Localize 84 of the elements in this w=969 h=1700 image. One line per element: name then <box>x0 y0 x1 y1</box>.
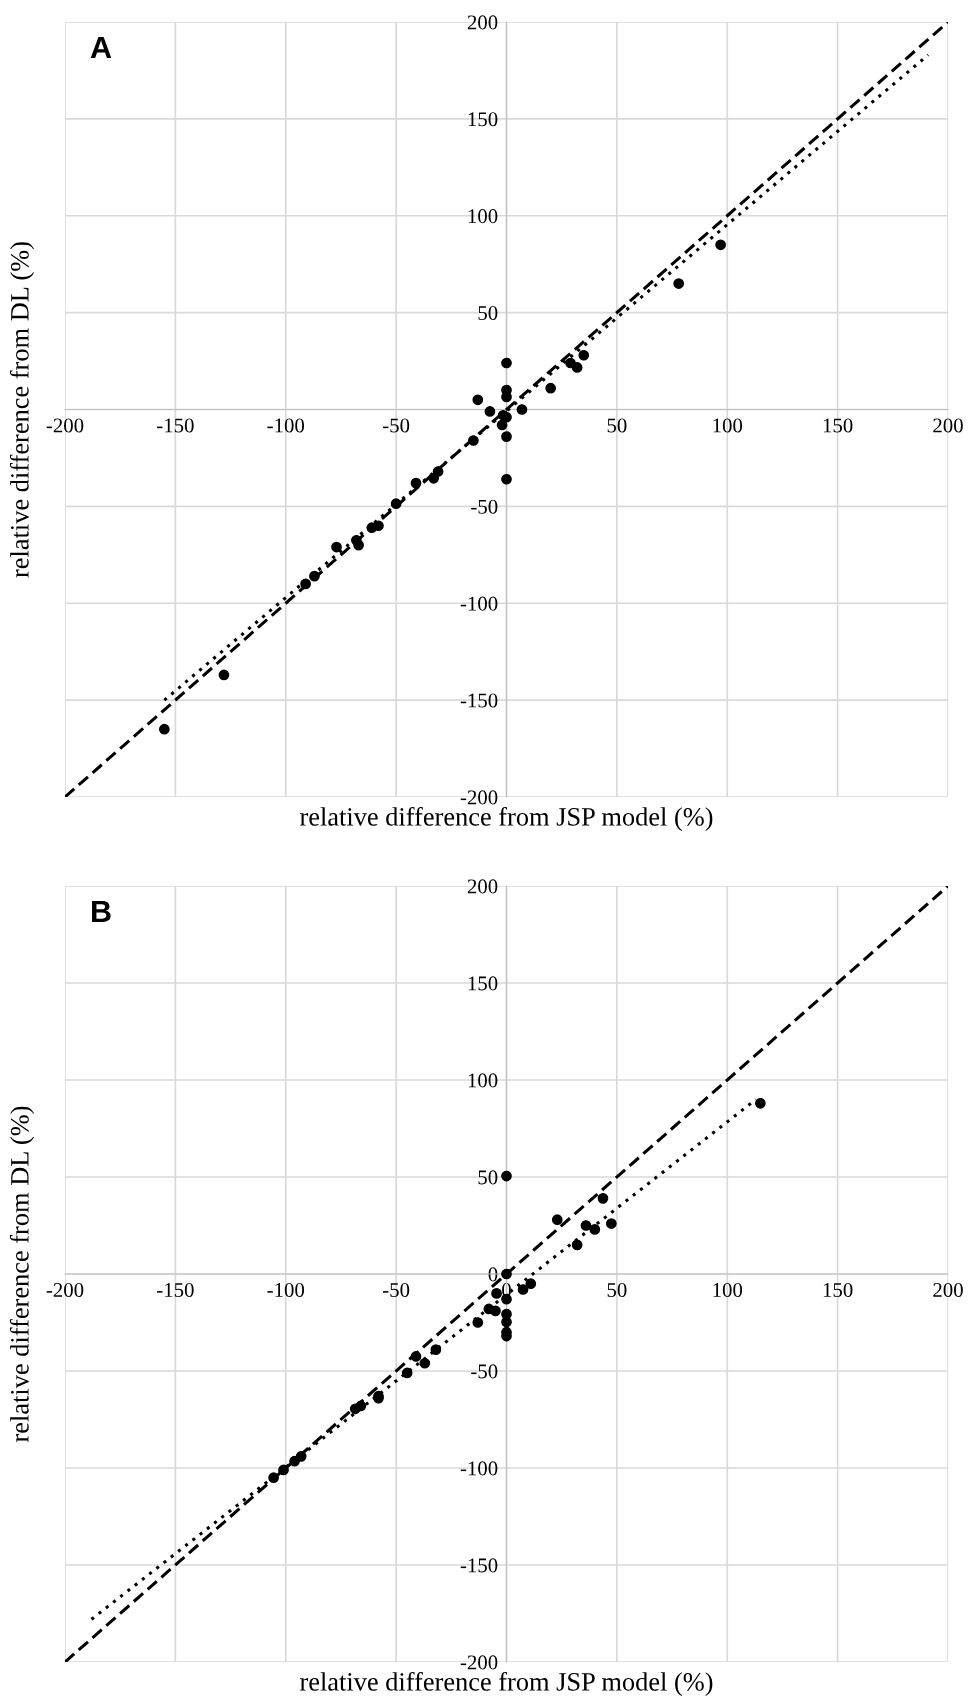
point <box>525 1278 537 1290</box>
y-tick-label: -100 <box>460 1461 498 1476</box>
x-tick-label: 50 <box>607 418 627 433</box>
y-tick-label: 200 <box>467 15 498 30</box>
y-tick-label: -50 <box>471 499 498 514</box>
y-tick-label: -150 <box>460 1558 498 1573</box>
point <box>490 1305 501 1317</box>
point <box>501 357 512 369</box>
point <box>355 1400 367 1412</box>
point <box>218 669 230 681</box>
x-tick-label: 150 <box>823 418 853 433</box>
x-tick-label: 50 <box>607 1282 627 1297</box>
x-tick-label: -150 <box>157 418 194 433</box>
point <box>571 362 583 373</box>
y-tick-label: -200 <box>460 1655 498 1670</box>
point <box>268 1472 279 1484</box>
point <box>309 570 320 582</box>
y-tick-label: 150 <box>468 112 498 127</box>
point <box>390 498 402 510</box>
point <box>366 522 378 534</box>
x-tick-label: -100 <box>267 418 305 433</box>
y-axis-title: relative difference from DL (%) <box>9 242 35 578</box>
y-tick-label: 150 <box>468 976 498 991</box>
point <box>468 435 479 446</box>
point <box>472 394 484 406</box>
y-tick-label: -50 <box>471 1364 498 1379</box>
point <box>501 473 512 485</box>
point <box>715 239 726 251</box>
y-tick-label: 100 <box>468 1073 498 1088</box>
point <box>331 541 342 553</box>
point <box>300 578 311 590</box>
y-tick-label: 0 <box>488 1267 498 1282</box>
x-tick-label: 100 <box>713 1282 743 1297</box>
y-axis-title: relative difference from DL (%) <box>9 1106 35 1442</box>
point <box>516 404 528 415</box>
chart-title: A <box>90 36 112 58</box>
point <box>501 431 512 442</box>
point <box>501 1170 512 1182</box>
y-tick-label: 50 <box>478 1170 498 1185</box>
x-tick-label: -200 <box>46 1282 84 1297</box>
point <box>501 1268 512 1280</box>
point <box>353 539 364 551</box>
point <box>430 1344 442 1356</box>
point <box>571 1239 583 1251</box>
y-tick-label: -150 <box>460 693 498 708</box>
point <box>589 1224 601 1235</box>
x-axis-title: relative difference from JSP model (%) <box>300 806 713 832</box>
point <box>597 1192 609 1204</box>
x-tick-label: -200 <box>46 418 84 433</box>
y-tick-label: -200 <box>460 790 498 805</box>
x-tick-label: 200 <box>933 1282 963 1297</box>
point <box>545 382 557 394</box>
point <box>755 1097 766 1109</box>
x-tick-label: -50 <box>383 1282 410 1297</box>
point <box>606 1218 617 1229</box>
point <box>278 1464 289 1476</box>
x-tick-label: -50 <box>383 418 410 433</box>
y-tick-label: -100 <box>460 596 498 611</box>
x-tick-label: 100 <box>713 418 743 433</box>
y-tick-label: 200 <box>467 879 498 894</box>
x-tick-label: 200 <box>933 418 963 433</box>
point <box>673 278 685 289</box>
x-axis-title: relative difference from JSP model (%) <box>300 1671 713 1697</box>
y-tick-label: 50 <box>478 306 498 321</box>
point <box>428 472 440 484</box>
point <box>580 1220 592 1231</box>
y-tick-label: 100 <box>468 209 498 224</box>
point <box>578 349 590 361</box>
x-tick-label: 150 <box>823 1282 853 1297</box>
point <box>517 1284 529 1295</box>
point <box>401 1367 413 1379</box>
point <box>491 1288 502 1299</box>
x-tick-label: -100 <box>267 1282 305 1297</box>
chart-title: B <box>92 900 111 922</box>
point <box>484 406 496 417</box>
point <box>410 477 422 489</box>
point <box>158 723 170 735</box>
x-tick-label: -150 <box>157 1282 194 1297</box>
point <box>551 1214 563 1226</box>
point <box>419 1357 431 1369</box>
point <box>472 1317 484 1328</box>
point <box>496 419 508 431</box>
point <box>289 1455 300 1467</box>
point <box>410 1351 422 1362</box>
